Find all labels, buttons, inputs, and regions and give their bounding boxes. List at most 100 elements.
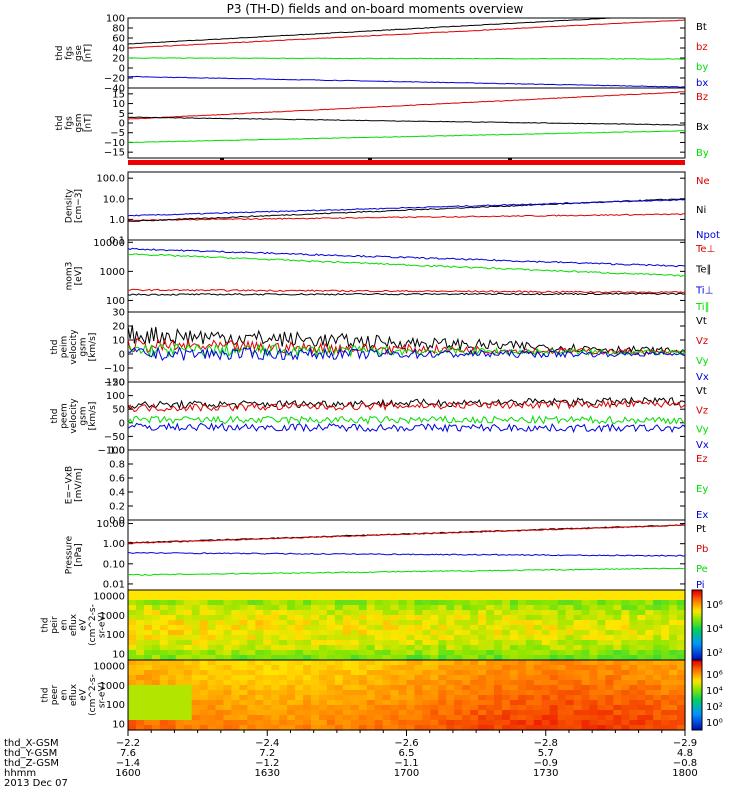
heatmap-cell (589, 635, 599, 641)
heatmap-cell (589, 620, 599, 626)
heatmap-cell (398, 710, 408, 716)
heatmap-cell (326, 720, 336, 726)
heatmap-cell (215, 635, 225, 641)
heatmap-cell (295, 600, 304, 606)
heatmap-cell (167, 635, 177, 641)
heatmap-cell (573, 705, 583, 711)
heatmap-cell (350, 635, 360, 641)
colorbar-cell (692, 622, 702, 626)
heatmap-cell (159, 625, 169, 631)
heatmap-cell (175, 655, 185, 661)
heatmap-cell (167, 715, 177, 721)
heatmap-cell (175, 725, 185, 731)
heatmap-cell (191, 655, 201, 661)
heatmap-cell (549, 590, 559, 596)
heatmap-cell (422, 635, 431, 641)
heatmap-cell (207, 675, 217, 681)
heatmap-cell (390, 650, 400, 656)
y-tick-label: 0.4 (109, 488, 125, 499)
heatmap-cell (470, 615, 479, 621)
heatmap-cell (502, 710, 511, 716)
heatmap-cell (366, 640, 376, 646)
heatmap-cell (581, 705, 591, 711)
heatmap-cell (621, 655, 630, 661)
heatmap-cell (502, 605, 511, 611)
heatmap-cell (279, 695, 288, 701)
heatmap-cell (533, 620, 543, 626)
colorbar-frame (691, 659, 703, 731)
heatmap-cell (565, 605, 575, 611)
heatmap-cell (549, 695, 559, 701)
heatmap-cell (303, 600, 312, 606)
heatmap-cell (374, 595, 384, 601)
heatmap-cell (430, 645, 439, 651)
heatmap-cell (637, 605, 646, 611)
heatmap-cell (653, 700, 662, 706)
heatmap-cell (334, 695, 344, 701)
heatmap-cell (581, 720, 591, 726)
heatmap-cell (645, 680, 654, 686)
heatmap-cell (255, 715, 264, 721)
x-tick-label-hhmm: 1800 (672, 768, 697, 779)
heatmap-cell (669, 715, 678, 721)
heatmap-cell (653, 635, 662, 641)
heatmap-cell (239, 700, 248, 706)
heatmap-cell (645, 710, 654, 716)
heatmap-cell (390, 710, 400, 716)
heatmap-cell (319, 680, 328, 686)
heatmap-cell (151, 645, 161, 651)
heatmap-cell (191, 705, 201, 711)
heatmap-cell (557, 655, 567, 661)
heatmap-cell (183, 720, 193, 726)
heatmap-cell (494, 635, 503, 641)
heatmap-cell (454, 655, 463, 661)
heatmap-cell (438, 695, 447, 701)
legend-label: Bx (696, 122, 709, 133)
heatmap-cell (557, 645, 567, 651)
heatmap-cell (159, 675, 169, 681)
heatmap-cell (478, 705, 487, 711)
heatmap-cell (128, 705, 137, 711)
heatmap-cell (589, 715, 599, 721)
heatmap-cell (366, 705, 376, 711)
heatmap-cell (350, 705, 360, 711)
series-line-Vz (127, 337, 686, 356)
heatmap-cell (677, 720, 686, 726)
y-tick-label: 0.8 (109, 460, 125, 471)
heatmap-cell (239, 710, 248, 716)
heatmap-cell (183, 710, 193, 716)
heatmap-cell (128, 695, 137, 701)
heatmap-cell (398, 595, 408, 601)
heatmap-cell (183, 605, 193, 611)
y-axis-label: thd (41, 688, 51, 703)
heatmap-cell (581, 605, 591, 611)
colorbar-tick-label: 10² (706, 702, 723, 713)
panel-frame (127, 171, 686, 241)
heatmap-cell (517, 665, 527, 671)
heatmap-cell (406, 710, 416, 716)
heatmap-cell (199, 715, 209, 721)
heatmap-cell (406, 660, 416, 666)
heatmap-cell (557, 670, 567, 676)
heatmap-cell (629, 655, 638, 661)
heatmap-cell (191, 605, 201, 611)
heatmap-cell (167, 665, 177, 671)
heatmap-cell (438, 625, 447, 631)
heatmap-cell (470, 655, 479, 661)
heatmap-cell (303, 595, 312, 601)
heatmap-cell (215, 710, 225, 716)
heatmap-cell (390, 600, 400, 606)
heatmap-cell (517, 635, 527, 641)
heatmap-cell (398, 655, 408, 661)
heatmap-cell (366, 615, 376, 621)
heatmap-cell (637, 720, 646, 726)
heatmap-cell (143, 725, 153, 731)
heatmap-cell (215, 600, 225, 606)
heatmap-cell (295, 605, 304, 611)
heatmap-cell (589, 600, 599, 606)
heatmap-cell (350, 665, 360, 671)
heatmap-cell (191, 660, 201, 666)
x-tick-label-ygsm: 6.5 (399, 748, 415, 759)
heatmap-cell (319, 715, 328, 721)
heatmap-cell (159, 645, 169, 651)
